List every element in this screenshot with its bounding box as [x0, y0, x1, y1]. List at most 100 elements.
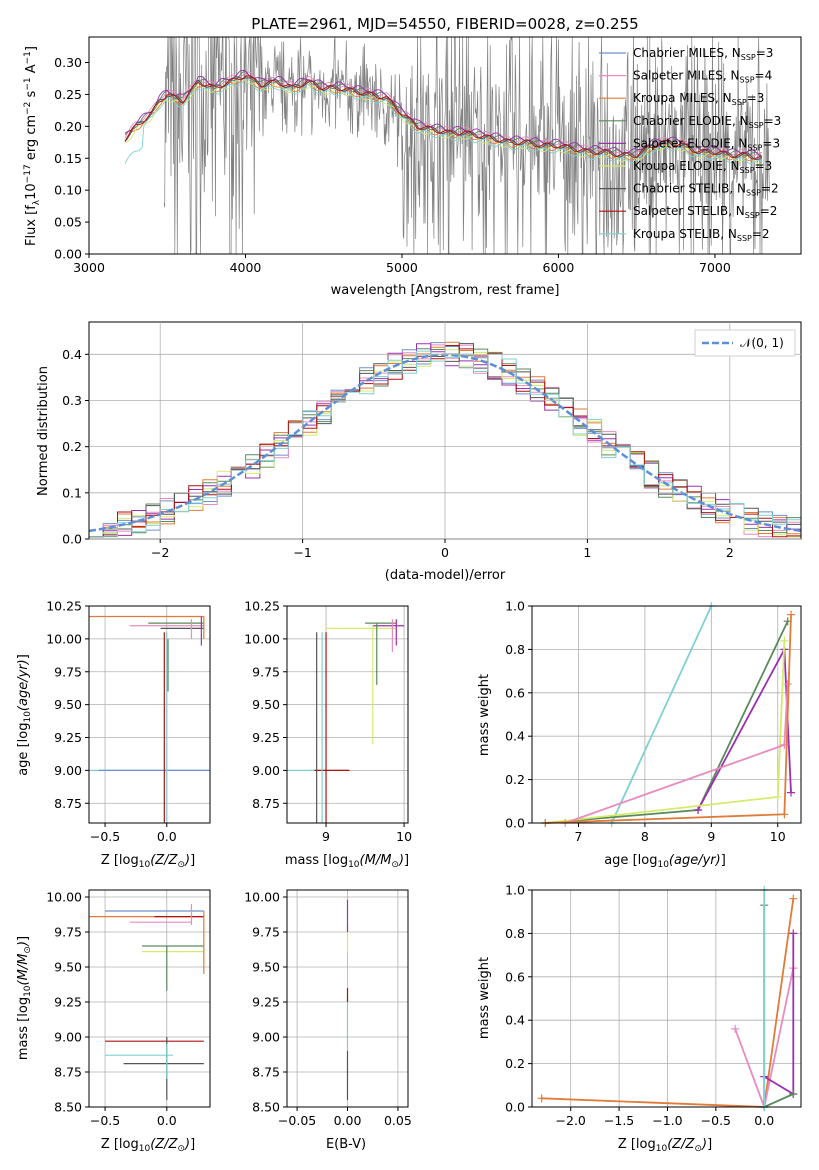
ebv-xtick-label: 0.00 — [334, 1113, 362, 1128]
mass-Z-gridwrap: −0.5 0.0 8.50 8.75 9.00 9.25 9.50 9.75 10.00 — [46, 890, 210, 1128]
spectrum-legend-label: Salpeter MILES, NSSP=4 — [633, 69, 772, 85]
weight-age-xtick-label: 7 — [575, 829, 583, 844]
age-mass-ytick-label: 9.50 — [252, 697, 280, 712]
histogram-legend-box — [694, 329, 796, 357]
mass-Z-marks — [89, 904, 205, 1100]
age-Z-frame — [88, 605, 211, 824]
ebv-ytick-label: 9.00 — [252, 1030, 280, 1045]
weight-age-ytick-label: 1.0 — [505, 599, 525, 614]
weight-Z-xlabel: Z [log10(Z/Z⊙)] — [618, 1137, 712, 1154]
spectrum-ticks: 3000 4000 5000 6000 7000 0.00 0.05 0.10 0.15 0.20… — [54, 55, 731, 275]
weight-Z-marker — [731, 1024, 740, 1033]
age-mass-xtick-label: 10 — [396, 829, 412, 844]
mass-Z-ytick-label: 8.50 — [54, 1100, 82, 1115]
legend-subscript: SSP — [740, 166, 755, 175]
weight-age-marker — [773, 792, 782, 801]
weight-age-marks — [541, 602, 796, 827]
histogram-ytick-label: 0.3 — [62, 393, 82, 408]
observed-spectrum-line — [163, 36, 770, 255]
ebv-ticks: −0.05 0.00 0.05 8.50 8.75 9.00 9.25 9.50 9.75 10.… — [244, 890, 412, 1129]
spectrum-xtick-label: 7000 — [699, 260, 731, 275]
weight-vs-Z-panel: −2.0 −1.5 −1.0 −0.5 0.0 0.0 0.2 0.4 0.6 0.8 1.0 — [505, 883, 802, 1129]
ebv-xtick-label: −0.05 — [278, 1113, 316, 1128]
age-Z-ytick-label: 8.75 — [54, 796, 82, 811]
weight-Z-marker — [789, 894, 798, 903]
weight-age-frame — [531, 605, 802, 824]
residual-histogram-panel: −2 −1 0 1 2 0.0 0.1 0.2 0.3 0.4 (data-model)/erro… — [36, 321, 802, 583]
histogram-ytick-label: 0.4 — [62, 347, 82, 362]
ebv-ytick-label: 9.75 — [252, 925, 280, 940]
spectrum-frame — [88, 36, 802, 255]
weight-age-xtick-label: 8 — [641, 829, 649, 844]
weight-age-xlabel: age [log10(age/yr)] — [604, 853, 726, 870]
age-mass-grid — [287, 605, 408, 823]
age-mass-ticks: 9 10 8.75 9.00 9.25 9.50 9.75 10.00 10.25 — [244, 599, 412, 845]
age-Z-marks — [89, 615, 210, 823]
age-Z-ytick-label: 9.75 — [54, 664, 82, 679]
weight-vs-age-panel: 7 8 9 10 0.0 0.2 0.4 0.6 0.8 1.0 — [505, 599, 802, 844]
weight-Z-xtick-label: −0.5 — [701, 1113, 731, 1128]
mass-Z-ytick-label: 9.00 — [54, 1030, 82, 1045]
spectrum-title: PLATE=2961, MJD=54550, FIBERID=0028, z=0… — [251, 15, 638, 33]
spectrum-legend-label: Salpeter STELIB, NSSP=2 — [633, 204, 777, 220]
weight-Z-xtick-label: −1.0 — [652, 1113, 682, 1128]
age-mass-ytick-label: 8.75 — [252, 796, 280, 811]
legend-n: =2 — [761, 182, 779, 196]
spectrum-legend-label: Kroupa MILES, NSSP=3 — [633, 91, 764, 107]
legend-n: =3 — [756, 46, 774, 60]
age-mass-frame — [286, 605, 409, 824]
mass-Z-xtick-label: 0.0 — [157, 1113, 177, 1128]
spectrum-ytick-label: 0.05 — [54, 215, 82, 230]
histogram-ytick-label: 0.1 — [62, 485, 82, 500]
histogram-xtick-label: 1 — [583, 545, 591, 560]
weight-Z-ytick-label: 0.0 — [505, 1100, 525, 1115]
age-mass-ytick-label: 9.00 — [252, 763, 280, 778]
mass-Z-ytick-label: 9.25 — [54, 995, 82, 1010]
weight-Z-ticks: −2.0 −1.5 −1.0 −0.5 0.0 0.0 0.2 0.4 0.6 0.8 1.0 — [505, 883, 774, 1129]
weight-Z-ylabel: mass weight — [477, 957, 492, 1039]
histogram-ylabel: Normed distribution — [36, 366, 51, 496]
weight-Z-marker — [789, 1089, 798, 1098]
spectrum-ytick-label: 0.10 — [54, 183, 82, 198]
weight-age-marker — [780, 810, 789, 819]
weight-Z-ytick-label: 0.8 — [505, 926, 525, 941]
weight-age-grid — [532, 605, 801, 824]
spectrum-legend-label: Chabrier ELODIE, NSSP=3 — [633, 114, 781, 130]
age-Z-gridwrap: −0.5 0.0 8.75 9.00 9.25 9.50 9.75 10.00 10.25 — [46, 599, 210, 844]
spectrum-legend-label: Chabrier MILES, NSSP=3 — [633, 46, 773, 62]
legend-subscript: SSP — [749, 121, 764, 130]
legend-n: =2 — [760, 204, 778, 218]
weight-age-ytick-label: 0.2 — [505, 772, 525, 787]
age-Z-ytick-label: 9.00 — [54, 763, 82, 778]
legend-subscript: SSP — [740, 76, 755, 85]
legend-subscript: SSP — [746, 189, 761, 198]
histogram-ytick-label: 0.0 — [62, 532, 82, 547]
legend-n: =2 — [752, 227, 770, 241]
legend-subscript: SSP — [747, 143, 762, 152]
spectrum-xtick-label: 4000 — [230, 260, 262, 275]
age-mass-ytick-label: 10.00 — [244, 631, 280, 646]
legend-n: =3 — [755, 159, 773, 173]
normal-legend-label: 𝒩(0, 1) — [740, 336, 784, 350]
ebv-ytick-label: 8.75 — [252, 1065, 280, 1080]
weight-Z-gridwrap: −2.0 −1.5 −1.0 −0.5 0.0 0.0 0.2 0.4 0.6 0.8 1.0 — [505, 883, 801, 1129]
weight-age-line — [545, 640, 786, 824]
age-Z-xtick-label: 0.0 — [157, 829, 177, 844]
weight-Z-ytick-label: 0.6 — [505, 969, 525, 984]
age-Z-ytick-label: 10.00 — [46, 631, 82, 646]
spectrum-xtick-label: 3000 — [73, 260, 105, 275]
spectrum-ytick-label: 0.15 — [54, 151, 82, 166]
spectrum-ytick-label: 0.20 — [54, 119, 82, 134]
histogram-xlabel: (data-model)/error — [385, 568, 506, 583]
weight-age-ytick-label: 0.0 — [505, 816, 525, 831]
legend-n: =3 — [764, 114, 782, 128]
ebv-gridwrap: −0.05 0.00 0.05 8.50 8.75 9.00 9.25 9.50 9.75 10.… — [244, 890, 412, 1129]
legend-subscript: SSP — [741, 53, 756, 62]
mass-Z-frame — [88, 889, 211, 1108]
model-spectrum-line — [124, 78, 763, 164]
weight-age-ytick-label: 0.4 — [505, 729, 525, 744]
weight-Z-marker — [537, 1094, 546, 1103]
weight-age-line — [545, 620, 789, 824]
spectrum-legend-label: Kroupa ELODIE, NSSP=3 — [633, 159, 772, 175]
age-Z-ylabel: age [log10(age/yr)] — [16, 654, 33, 776]
